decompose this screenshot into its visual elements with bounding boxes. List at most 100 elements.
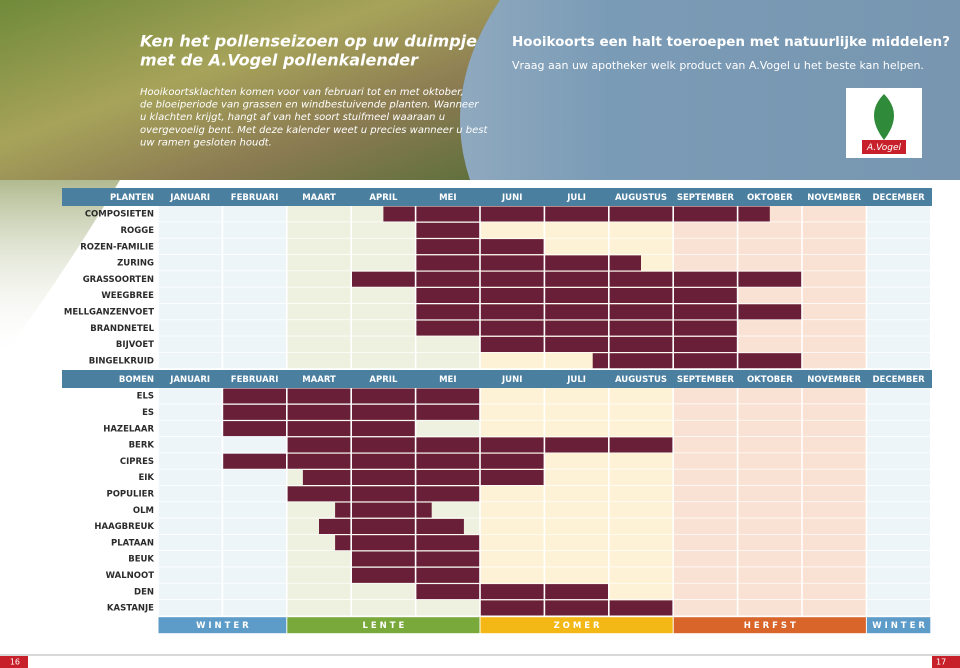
season-bar xyxy=(287,617,480,634)
cell xyxy=(866,222,931,239)
month-label: JANUARI xyxy=(169,193,210,203)
cell xyxy=(737,599,802,617)
cell xyxy=(802,469,867,486)
row-label: WEEGBREE xyxy=(101,291,154,301)
cell xyxy=(286,271,352,288)
group-name: BOMEN xyxy=(119,375,154,385)
cell xyxy=(866,287,931,304)
cell xyxy=(544,420,609,437)
season-label: L E N T E xyxy=(363,621,405,631)
cell xyxy=(222,502,287,519)
cell xyxy=(158,599,223,617)
cell xyxy=(608,238,674,255)
cell xyxy=(608,222,674,239)
cell xyxy=(673,551,738,568)
cell xyxy=(608,453,674,470)
cell xyxy=(222,238,287,255)
cell xyxy=(544,238,609,255)
cell xyxy=(673,502,738,519)
cell xyxy=(802,599,867,617)
cell xyxy=(866,420,931,437)
cell xyxy=(351,336,416,353)
cell xyxy=(222,567,287,584)
promo-title: Hooikoorts een halt toeroepen met natuur… xyxy=(512,34,950,50)
cell xyxy=(222,254,287,272)
cell xyxy=(158,551,223,568)
cell xyxy=(608,388,674,405)
cell xyxy=(351,303,416,321)
cell xyxy=(802,485,867,503)
month-label: JUNI xyxy=(501,193,522,203)
cell xyxy=(673,518,738,535)
cell xyxy=(158,271,223,288)
cell xyxy=(286,502,352,519)
season-bar xyxy=(480,617,673,634)
cell xyxy=(802,388,867,405)
cell xyxy=(673,388,738,405)
cell xyxy=(158,436,223,454)
cell xyxy=(802,303,867,321)
cell xyxy=(608,551,674,568)
cell xyxy=(673,534,738,551)
cell xyxy=(222,485,287,503)
cell xyxy=(158,420,223,437)
month-label: JULI xyxy=(566,375,586,385)
cell xyxy=(866,551,931,568)
pollen-bar xyxy=(222,421,416,437)
cell xyxy=(802,567,867,584)
photo xyxy=(0,0,500,180)
cell xyxy=(544,485,609,503)
cell xyxy=(866,254,931,272)
cell xyxy=(866,271,931,288)
photo-fade xyxy=(0,180,120,360)
cell xyxy=(866,469,931,486)
cell xyxy=(866,567,931,584)
intro-line: uw ramen gesloten houdt. xyxy=(140,137,272,148)
cell xyxy=(351,238,416,255)
cell xyxy=(866,320,931,337)
intro-block: Ken het pollenseizoen op uw duimpje met … xyxy=(140,32,488,149)
cell xyxy=(737,485,802,503)
cell xyxy=(673,599,738,617)
row-label: ES xyxy=(142,408,154,418)
cell xyxy=(608,583,674,600)
cell xyxy=(802,436,867,454)
row-label: POPULIER xyxy=(106,489,154,499)
cell xyxy=(737,388,802,405)
title-line: met de A.Vogel pollenkalender xyxy=(140,51,419,70)
cell xyxy=(286,599,352,617)
cell xyxy=(415,352,480,369)
cell xyxy=(480,222,545,239)
pollen-bar xyxy=(592,353,802,369)
cell xyxy=(286,567,352,584)
logo-leaf xyxy=(874,94,894,140)
cell xyxy=(802,254,867,272)
cell xyxy=(544,222,609,239)
cell xyxy=(544,534,609,551)
promo-text: Vraag aan uw apotheker welk product van … xyxy=(512,59,924,72)
pollen-bar xyxy=(480,600,674,616)
row-label: BINGELKRUID xyxy=(89,356,154,366)
pollen-bar xyxy=(335,502,432,518)
title-line: Ken het pollenseizoen op uw duimpje xyxy=(140,32,477,51)
cell xyxy=(608,420,674,437)
logo-band xyxy=(862,140,906,154)
cell xyxy=(737,238,802,255)
pollen-bar xyxy=(415,222,480,239)
month-label: OKTOBER xyxy=(747,375,793,385)
cell xyxy=(737,336,802,353)
row-label: CIPRES xyxy=(120,457,154,467)
cell xyxy=(866,404,931,421)
cell xyxy=(351,222,416,239)
cell xyxy=(608,502,674,519)
cell xyxy=(158,222,223,239)
month-label: FEBRUARI xyxy=(231,193,279,203)
cell xyxy=(415,599,480,617)
page-number: 17 xyxy=(936,658,946,667)
season-bar xyxy=(866,617,931,634)
cell xyxy=(158,206,223,223)
cell xyxy=(222,436,287,454)
cell xyxy=(222,206,287,223)
month-label: OKTOBER xyxy=(747,193,793,203)
